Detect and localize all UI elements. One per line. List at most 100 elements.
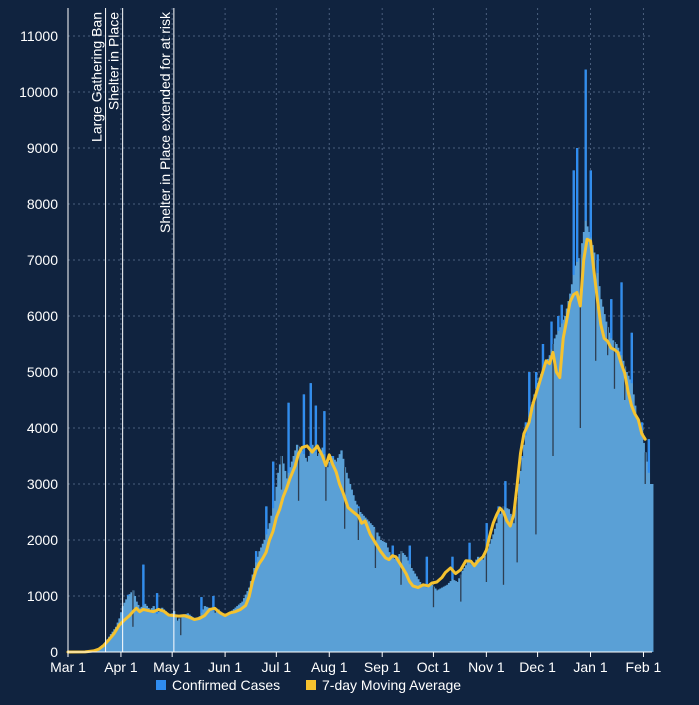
daily-case-bar [161,607,164,652]
daily-case-bar [611,340,615,652]
daily-case-bar [546,358,550,652]
daily-case-bar [323,411,326,652]
daily-case-bar [299,448,302,652]
daily-case-bar [116,622,119,652]
daily-case-bar [442,586,446,652]
daily-case-bar [354,500,357,652]
daily-case-bar [386,547,389,652]
daily-case-bar [196,619,200,652]
daily-case-bar [528,372,531,652]
daily-case-bar [309,383,312,652]
daily-case-bar [377,536,381,652]
daily-case-bar [627,375,630,652]
case-spike-bar [314,405,317,453]
daily-case-bar [268,523,271,652]
daily-case-bar [531,401,534,652]
daily-case-bar [560,304,563,652]
x-tick-label: Apr 1 [104,659,138,675]
daily-case-bar [584,69,587,653]
daily-case-bar [130,592,133,652]
case-spike-bar [323,411,326,455]
case-dip-mark [624,366,626,400]
daily-case-bar [207,607,210,652]
daily-case-bar [258,551,261,652]
daily-case-bar [639,428,642,652]
case-spike-bar [620,282,623,356]
daily-case-bar [487,548,490,652]
daily-case-bar [451,556,454,652]
case-dip-mark [460,574,462,602]
daily-case-bar [236,606,239,652]
daily-case-bar [418,582,422,652]
daily-case-bar [316,456,319,652]
daily-case-bar [634,405,637,652]
daily-case-bar [371,525,374,652]
case-dip-mark [297,446,300,501]
x-tick-label: Oct 1 [417,659,451,675]
daily-case-bar [254,551,258,652]
legend: Confirmed Cases 7-day Moving Average [156,677,461,693]
daily-case-bar [331,456,335,652]
case-spike-bar [200,597,203,613]
daily-case-bar [202,609,205,652]
daily-case-bar [128,594,131,652]
daily-case-bar [605,321,608,652]
daily-case-bar [326,467,330,652]
daily-case-bar [599,299,603,652]
daily-case-bar [630,332,633,652]
daily-case-bar [480,558,483,652]
daily-case-bar [343,467,347,652]
daily-case-bar [190,615,193,652]
daily-case-bar [463,568,466,652]
case-spike-bar [572,170,575,275]
case-spike-bar [408,545,411,565]
daily-case-bar [511,518,514,652]
daily-case-bar [335,461,338,652]
daily-case-bar [521,456,524,652]
daily-case-bar [265,506,268,652]
daily-case-bar [306,461,309,652]
daily-case-bar [454,581,458,652]
daily-case-bar [184,614,188,652]
daily-case-bar [478,557,481,652]
daily-case-bar [509,513,512,652]
case-dip-mark [132,590,134,627]
daily-case-bar [203,606,207,652]
daily-case-bar [403,554,406,652]
y-tick-label: 11000 [20,28,58,44]
case-spike-bar [126,594,130,596]
daily-case-bar [210,609,213,652]
daily-case-bar [570,284,574,652]
daily-case-bar [362,515,365,652]
daily-case-bar [581,243,584,652]
case-spike-bar [576,148,579,262]
daily-case-bar [422,585,425,652]
daily-case-bar [564,316,567,652]
daily-case-bar [512,523,516,652]
legend-label-cases: Confirmed Cases [172,677,280,693]
case-spike-bar [212,596,215,612]
daily-case-bar [647,439,651,652]
daily-case-bar [178,618,181,652]
daily-case-bar [176,620,179,652]
daily-case-bar [113,629,116,652]
case-spike-bar [560,304,563,324]
daily-case-bar [106,639,109,652]
y-tick-label: 9000 [27,140,58,156]
case-dip-mark [613,342,616,389]
daily-case-bar [220,613,224,652]
daily-case-bar [347,478,350,652]
daily-case-bar [350,489,353,652]
daily-case-bar [244,594,248,652]
daily-case-bar [301,450,304,652]
daily-case-bar [495,523,499,652]
daily-case-bar [651,484,654,652]
case-spike-bar [541,344,544,371]
daily-case-bar [473,562,476,652]
daily-case-bar [384,542,388,652]
axes: 0 1000 2000 3000 4000 5000 6000 7000 8000 9000 100… [19,8,662,675]
daily-case-bar [372,526,376,652]
legend-label-moving-average: 7-day Moving Average [322,677,461,693]
daily-case-bar [557,316,560,652]
